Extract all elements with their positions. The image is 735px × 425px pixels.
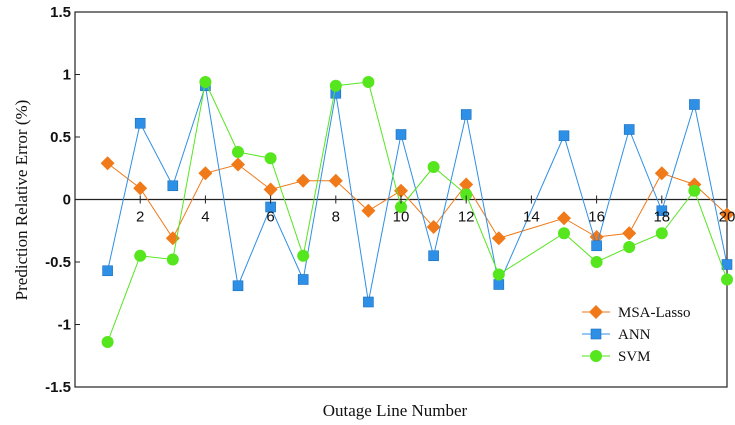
legend-label: MSA-Lasso — [618, 305, 691, 321]
x-tick-label: 12 — [458, 209, 475, 226]
x-axis-label: Outage Line Number — [323, 401, 468, 420]
ann-point — [102, 265, 113, 277]
msa-lasso-point — [263, 182, 278, 197]
ann-point — [232, 280, 244, 292]
svm-point — [655, 227, 668, 240]
ann-point — [656, 205, 668, 217]
x-tick-label: 18 — [653, 209, 670, 226]
legend: MSA-Lasso ANN SVM — [582, 305, 691, 365]
legend-item-svm: SVM — [582, 349, 651, 365]
y-tick-label: 1 — [63, 67, 71, 84]
msa-lasso-point — [720, 207, 734, 222]
x-tick-label: 20 — [719, 209, 735, 226]
x-tick-label: 10 — [393, 209, 410, 226]
y-tick-label: 0.5 — [50, 129, 71, 146]
msa-lasso-point — [426, 220, 441, 234]
svm-point — [166, 253, 179, 266]
y-tick-label: 0 — [63, 192, 71, 209]
legend-label: SVM — [618, 349, 651, 365]
svm-point — [623, 241, 636, 253]
series-layer — [100, 76, 734, 348]
x-tick-label: 6 — [266, 209, 274, 226]
y-tick-label: 1.5 — [50, 4, 71, 21]
ann-point — [721, 259, 733, 270]
ann-point — [134, 117, 146, 129]
ann-point — [167, 180, 179, 192]
ann-point — [591, 240, 602, 252]
msa-lasso-point — [654, 166, 669, 181]
msa-lasso-point — [133, 181, 148, 196]
msa-lasso-point — [328, 173, 343, 188]
ann-point — [689, 99, 700, 110]
tick-layer: -1.5 -1 -0.5 0 0.5 1 1.5 2 4 6 8 10 12 14 16 18 20 — [45, 4, 735, 396]
msa-lasso-point — [296, 173, 311, 188]
series-svm — [101, 76, 733, 348]
svm-point — [362, 76, 375, 88]
legend-item-ann: ANN — [582, 327, 651, 343]
ann-line — [107, 85, 728, 303]
y-tick-label: -0.5 — [45, 254, 71, 271]
legend-marker-svm — [590, 350, 602, 362]
x-tick-label: 4 — [201, 209, 209, 226]
msa-lasso-point — [231, 157, 245, 172]
msa-lasso-point — [361, 203, 376, 218]
svm-point — [558, 227, 570, 240]
ann-point — [558, 130, 570, 142]
ann-point — [493, 279, 505, 290]
legend-item-msa-lasso: MSA-Lasso — [582, 305, 691, 321]
ann-point — [363, 296, 374, 308]
msa-lasso-point — [100, 156, 115, 171]
series-msa-lasso — [100, 156, 734, 246]
x-tick-label: 14 — [523, 209, 540, 226]
svm-point — [460, 188, 473, 201]
msa-lasso-point — [198, 166, 213, 181]
svm-point — [395, 201, 407, 213]
svm-point — [232, 146, 244, 158]
y-tick-label: -1 — [58, 317, 71, 334]
ann-point — [395, 129, 407, 140]
svm-point — [264, 152, 277, 165]
svm-point — [492, 268, 505, 281]
x-tick-label: 16 — [588, 209, 605, 226]
msa-lasso-point — [622, 226, 637, 241]
y-tick-label: -1.5 — [45, 379, 71, 396]
msa-lasso-point — [491, 231, 506, 246]
msa-lasso-point — [459, 177, 474, 192]
svm-point — [297, 249, 310, 262]
x-tick-label: 8 — [332, 209, 340, 226]
svm-point — [134, 249, 147, 262]
ann-point — [428, 250, 439, 262]
msa-lasso-point — [557, 211, 571, 226]
series-ann — [102, 80, 733, 308]
svm-point — [688, 184, 701, 197]
svm-point — [199, 76, 212, 88]
y-axis-label: Prediction Relative Error (%) — [12, 100, 31, 301]
ann-point — [297, 274, 309, 285]
legend-marker-ann — [590, 328, 602, 340]
svm-point — [721, 273, 733, 286]
legend-label: ANN — [618, 327, 651, 343]
svm-point — [427, 161, 440, 173]
legend-marker-msa-lasso — [589, 305, 603, 319]
ann-point — [623, 124, 635, 135]
x-tick-label: 2 — [136, 209, 144, 226]
svm-point — [329, 79, 342, 92]
svm-point — [590, 256, 603, 268]
ann-point — [460, 109, 472, 120]
svm-point — [101, 336, 114, 348]
